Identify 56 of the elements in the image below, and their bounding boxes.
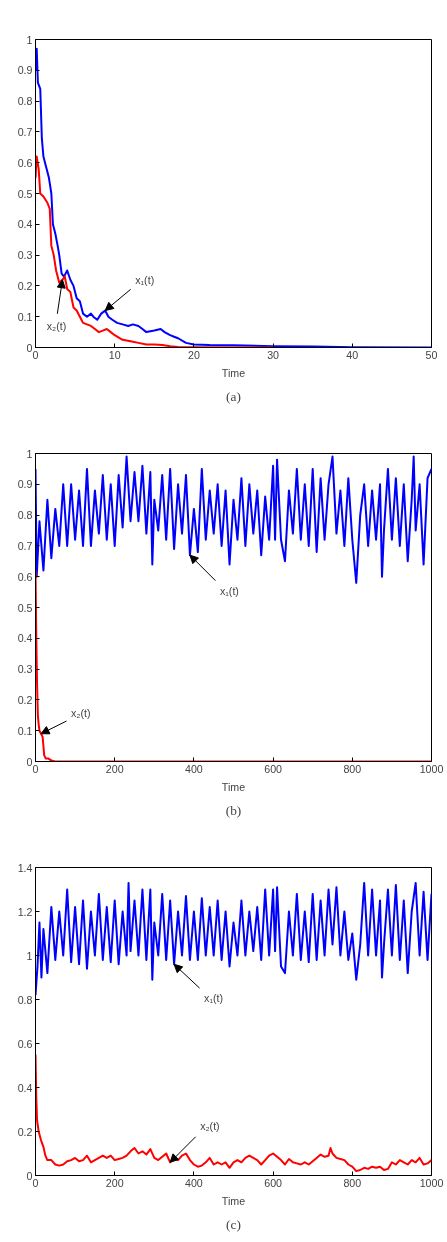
x-tick-label: 600 <box>264 762 283 775</box>
x-tick-label: 400 <box>185 762 203 775</box>
annotation: x₂(t) <box>71 706 91 719</box>
x-tick-label: 10 <box>108 348 121 361</box>
x-axis-title: Time <box>221 780 246 793</box>
y-tick-label: 0.4 <box>17 1081 33 1094</box>
x-tick-label: 30 <box>267 348 280 361</box>
text: (a) <box>226 388 241 404</box>
y-tick-label: 0.2 <box>17 693 33 706</box>
x-tick-label: 1000 <box>419 1176 444 1189</box>
y-tick-label: 0.9 <box>17 64 33 77</box>
y-tick-label: 0.1 <box>17 724 33 737</box>
y-tick-label: 0.8 <box>17 509 33 522</box>
line-series <box>35 455 432 584</box>
annotation: x₁(t) <box>219 585 239 598</box>
y-tick-label: 0.8 <box>17 993 33 1006</box>
annotation: x₁(t) <box>135 273 155 286</box>
y-tick-label: 1 <box>26 33 33 46</box>
y-tick-label: 0.5 <box>17 601 33 614</box>
x-tick-label: 1000 <box>419 762 444 775</box>
x-tick-label: 800 <box>343 762 362 775</box>
y-tick-label: 1.4 <box>17 861 33 874</box>
text: (b) <box>225 802 242 818</box>
y-tick-label: 1 <box>26 949 33 962</box>
y-tick-label: 1.2 <box>17 905 33 918</box>
y-tick-label: 0.7 <box>17 125 33 138</box>
y-tick-label: 0.6 <box>17 156 33 169</box>
y-tick-label: 0.6 <box>17 570 33 583</box>
x-axis-title: Time <box>221 366 246 379</box>
x-tick-label: 50 <box>425 348 438 361</box>
x-tick-label: 800 <box>343 1176 362 1189</box>
y-tick-label: 0.2 <box>17 279 33 292</box>
y-tick-label: 0.6 <box>17 1037 33 1050</box>
line-series <box>35 155 275 348</box>
annotation: x₂(t) <box>46 319 67 332</box>
y-tick-label: 0.8 <box>17 95 33 108</box>
x-tick-label: 40 <box>346 348 359 361</box>
annotation: x₁(t) <box>204 992 224 1005</box>
y-tick-label: 0.4 <box>17 632 33 645</box>
y-tick-label: 0.5 <box>17 187 33 200</box>
y-tick-label: 0.3 <box>17 663 33 676</box>
y-tick-label: 0.3 <box>17 249 33 262</box>
y-tick-label: 0.4 <box>17 218 33 231</box>
x-tick-label: 20 <box>187 348 200 361</box>
text: (c) <box>226 1216 241 1232</box>
x-tick-label: 600 <box>264 1176 283 1189</box>
y-tick-label: 0.7 <box>17 539 33 552</box>
annotation: x₂(t) <box>200 1120 220 1133</box>
x-axis-title: Time <box>221 1194 246 1207</box>
y-tick-label: 1 <box>26 447 33 460</box>
y-tick-label: 0.1 <box>17 310 33 323</box>
x-tick-label: 200 <box>105 762 124 775</box>
x-tick-label: 200 <box>105 1176 124 1189</box>
x-tick-label: 400 <box>185 1176 203 1189</box>
y-tick-label: 0.2 <box>17 1125 33 1138</box>
y-tick-label: 0.9 <box>17 478 33 491</box>
